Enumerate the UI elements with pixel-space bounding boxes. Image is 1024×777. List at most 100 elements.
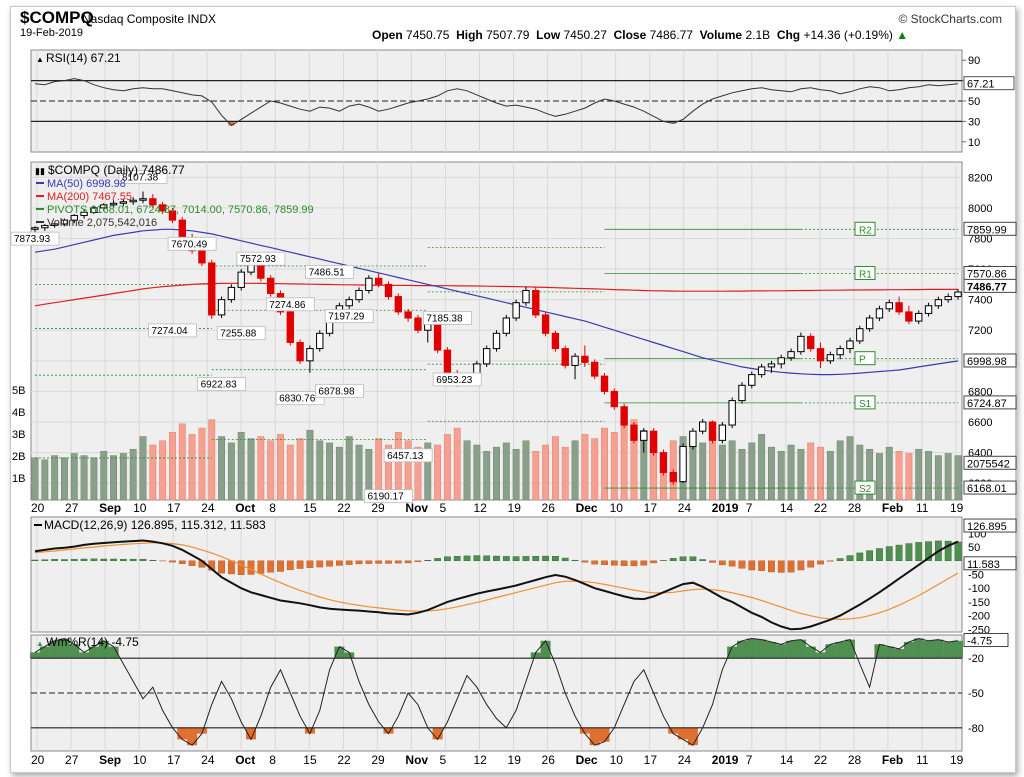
x-axis-label: 10 xyxy=(610,753,624,767)
volume-bar xyxy=(453,427,461,501)
candle-body xyxy=(777,357,785,365)
candle-body xyxy=(414,317,422,331)
macd-histogram-bar xyxy=(846,555,854,562)
volume-bar xyxy=(41,459,49,501)
volume-bar xyxy=(424,442,432,501)
wmr-overbought-fill xyxy=(49,640,60,659)
symbol: $COMPQ xyxy=(20,8,94,27)
volume-bar xyxy=(571,440,579,501)
candle-body xyxy=(954,291,962,298)
candle-body xyxy=(129,199,137,203)
price-annotation-box xyxy=(148,323,197,338)
macd-histogram-bar xyxy=(866,550,874,562)
volume-bar xyxy=(748,442,756,501)
price-annotation-box xyxy=(236,251,286,266)
wmr-overbought-fill xyxy=(805,646,816,659)
x-axis-label: 7 xyxy=(746,501,753,515)
x-axis-label: 20 xyxy=(31,753,45,767)
candle-body xyxy=(80,211,88,217)
x-axis-label: Feb xyxy=(882,753,903,767)
price-annotation-box xyxy=(324,309,374,324)
volume-bar xyxy=(267,440,275,501)
rsi-icon: ▲ xyxy=(36,55,44,64)
candle-body xyxy=(41,224,49,229)
volume-bar xyxy=(610,432,618,501)
rsi-tick-label: 30 xyxy=(968,116,980,128)
chg-value: +14.36 (+0.19%) xyxy=(803,28,893,42)
candle-body xyxy=(885,302,893,310)
right-price-label: 6168.01 xyxy=(967,483,1007,495)
x-axis-label: 2019 xyxy=(712,753,739,767)
wmr-overbought-fill xyxy=(727,646,738,659)
candle-body xyxy=(708,421,717,441)
volume-bar xyxy=(306,429,314,501)
x-axis-label: 20 xyxy=(31,501,45,515)
volume-bar xyxy=(758,434,766,501)
ma50-line xyxy=(34,228,959,376)
price-annotation-box xyxy=(10,231,60,246)
volume-bar xyxy=(316,440,324,501)
volume-bar xyxy=(237,432,245,501)
candle-body xyxy=(836,348,844,356)
macd-histogram-bar xyxy=(453,556,461,562)
stockcharts-logo[interactable]: © StockCharts.com xyxy=(898,12,1002,26)
candle-body xyxy=(738,384,746,402)
macd-histogram-bar xyxy=(591,560,599,565)
symbol-name: Nasdaq Composite INDX xyxy=(82,12,217,26)
macd-histogram-bar xyxy=(169,560,176,563)
x-axis-label: Nov xyxy=(405,501,428,515)
candle-body xyxy=(365,277,373,291)
x-axis-label: 29 xyxy=(371,753,385,767)
candle-body xyxy=(620,406,628,426)
macd-histogram-bar xyxy=(227,560,235,575)
wmr-overbought-fill xyxy=(835,641,846,659)
price-annotation-box xyxy=(197,377,246,392)
macd-histogram-bar xyxy=(90,558,98,562)
macd-histogram-bar xyxy=(738,560,746,569)
macd-histogram-bar xyxy=(669,558,677,562)
pivot-label: R2 xyxy=(859,225,872,236)
candle-body xyxy=(286,311,294,343)
candle-body xyxy=(70,215,78,221)
wmr-overbought-fill xyxy=(913,638,924,659)
macd-histogram-bar xyxy=(748,560,756,571)
volume-bar xyxy=(561,446,569,501)
volume-bar xyxy=(876,453,883,501)
volume-bar xyxy=(277,434,284,501)
candle-body xyxy=(669,471,677,483)
legend-entry: PIVOTS 6168.01, 6724.87, 7014.00, 7570.8… xyxy=(47,204,314,216)
macd-histogram-bar xyxy=(326,560,333,567)
right-price-label: 2075542 xyxy=(967,458,1010,470)
rsi-last-box xyxy=(963,76,1015,91)
candle-body xyxy=(816,348,825,362)
x-axis-label: 15 xyxy=(303,753,317,767)
pivot-label-box xyxy=(854,480,876,495)
macd-histogram-bar xyxy=(836,558,844,562)
price-tick-label: 6600 xyxy=(968,417,992,429)
candle-body xyxy=(875,308,884,319)
volume-bar xyxy=(139,436,147,501)
macd-hist-last-box xyxy=(963,556,1017,571)
wmr-tick-label: -20 xyxy=(968,653,984,665)
pivot-label-box xyxy=(854,351,876,366)
macd-panel xyxy=(30,516,963,633)
volume-bar xyxy=(129,448,137,501)
wmr-last-value: -4.75 xyxy=(967,636,992,648)
candle-body xyxy=(227,286,236,301)
x-axis-label: 27 xyxy=(65,753,79,767)
open-label: Open xyxy=(372,28,403,42)
quote-bar: Open 7450.75 High 7507.79 Low 7450.27 Cl… xyxy=(372,28,908,42)
close-value: 7486.77 xyxy=(649,28,693,42)
price-annotation: 6830.76 xyxy=(279,394,316,405)
wmr-oversold-fill xyxy=(579,727,590,734)
x-axis-label: 12 xyxy=(473,753,487,767)
candle-body xyxy=(924,305,933,314)
x-axis-label: 2019 xyxy=(712,501,739,515)
candle-body xyxy=(31,227,39,230)
pivot-label: S1 xyxy=(859,399,872,410)
wmr-overbought-fill xyxy=(344,652,355,659)
macd-histogram-bar xyxy=(502,556,510,562)
macd-histogram-bar xyxy=(689,556,697,562)
candle-body xyxy=(541,314,550,334)
